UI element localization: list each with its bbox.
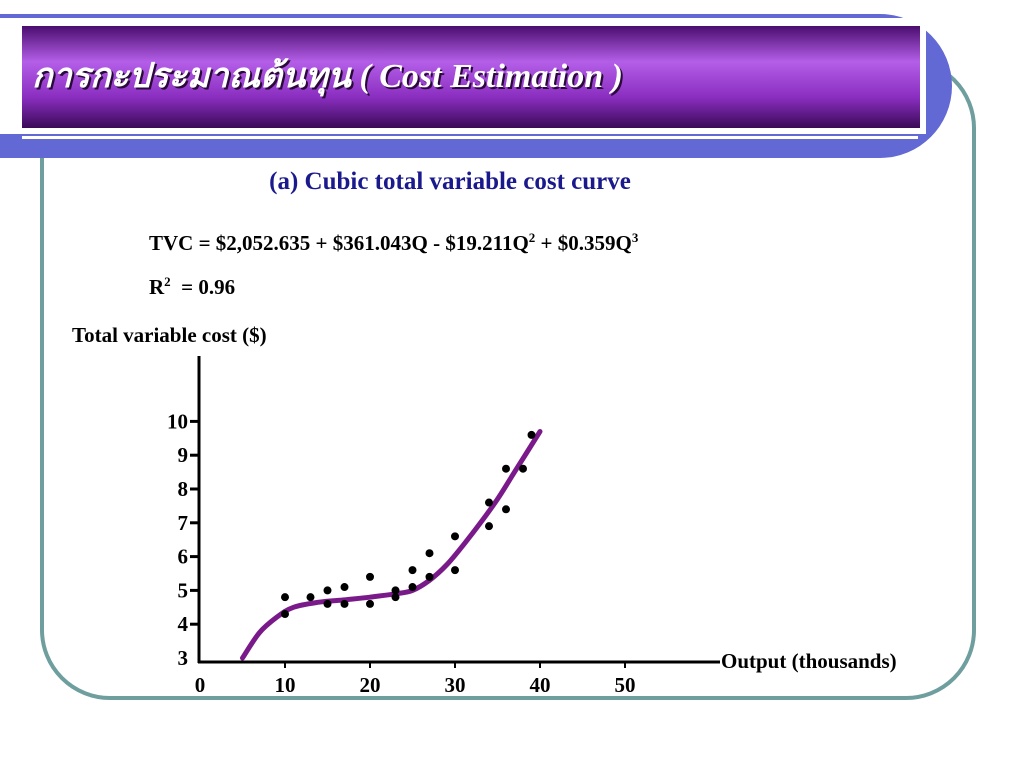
y-axis-label: Total variable cost ($) (72, 323, 267, 347)
x-axis-label: Output (thousands) (721, 649, 897, 673)
header-title-bar (22, 26, 920, 128)
x-tick-label: 20 (360, 673, 381, 697)
data-point (408, 583, 417, 592)
y-ticks: 3 4 5 6 7 8 9 10 (167, 409, 200, 670)
fitted-cubic-curve (240, 429, 543, 661)
data-point (306, 593, 315, 602)
x-ticks: 0 10 20 30 40 50 (195, 662, 636, 697)
chart-title: (a) Cubic total variable cost curve (269, 168, 631, 195)
slide-title-english: ( Cost Estimation ) (359, 58, 623, 95)
y-tick-label: 4 (178, 612, 189, 636)
equation-lhs: TVC = $2,052.635 + $361.043Q (149, 231, 428, 255)
slide-title: การกะประมาณต้นทุน ( Cost Estimation ) (32, 52, 623, 102)
data-point (281, 610, 289, 619)
equation-exp3: 3 (631, 230, 639, 245)
y-tick-label: 7 (178, 511, 189, 535)
data-point (451, 566, 459, 575)
x-tick-label: 10 (275, 673, 296, 697)
equation-exp2: 2 (528, 230, 536, 245)
header-divider (22, 136, 918, 139)
y-tick-label: 3 (178, 646, 189, 670)
y-tick-label: 5 (178, 578, 189, 602)
data-point (502, 464, 510, 473)
data-point (281, 593, 289, 602)
data-point (451, 532, 459, 541)
slide-title-thai: การกะประมาณต้นทุน (32, 58, 351, 95)
equation-term2: - $19.211Q (427, 231, 529, 255)
y-tick-label: 6 (178, 545, 189, 569)
scatter-points (281, 430, 536, 619)
y-tick-label: 8 (178, 477, 189, 501)
data-point (485, 522, 493, 531)
data-point (425, 572, 434, 581)
equation-term3: + $0.359Q (535, 231, 632, 255)
y-tick-label: 9 (178, 443, 189, 467)
data-point (485, 498, 493, 507)
x-tick-label: 30 (445, 673, 466, 697)
data-point (366, 572, 374, 581)
data-point (391, 586, 400, 595)
data-point (502, 505, 510, 514)
r-squared-value: = 0.96 (181, 275, 236, 299)
data-point (340, 583, 349, 592)
data-point (340, 599, 349, 608)
data-point (323, 586, 332, 595)
y-tick-label: 10 (167, 409, 188, 433)
data-point (425, 549, 434, 558)
data-point (366, 599, 374, 608)
x-tick-label: 40 (530, 673, 551, 697)
tvc-equation: TVC = $2,052.635 + $361.043Q - $19.211Q2… (149, 230, 638, 256)
data-point (527, 430, 536, 439)
x-tick-label: 50 (615, 673, 636, 697)
data-point (323, 599, 332, 608)
r-squared-label: R (149, 275, 165, 299)
data-point (408, 566, 417, 575)
r-squared-exp: 2 (164, 274, 171, 289)
data-point (519, 464, 527, 473)
data-point (391, 593, 400, 602)
r-squared: R2 = 0.96 (149, 274, 235, 300)
x-tick-label: 0 (195, 673, 206, 697)
